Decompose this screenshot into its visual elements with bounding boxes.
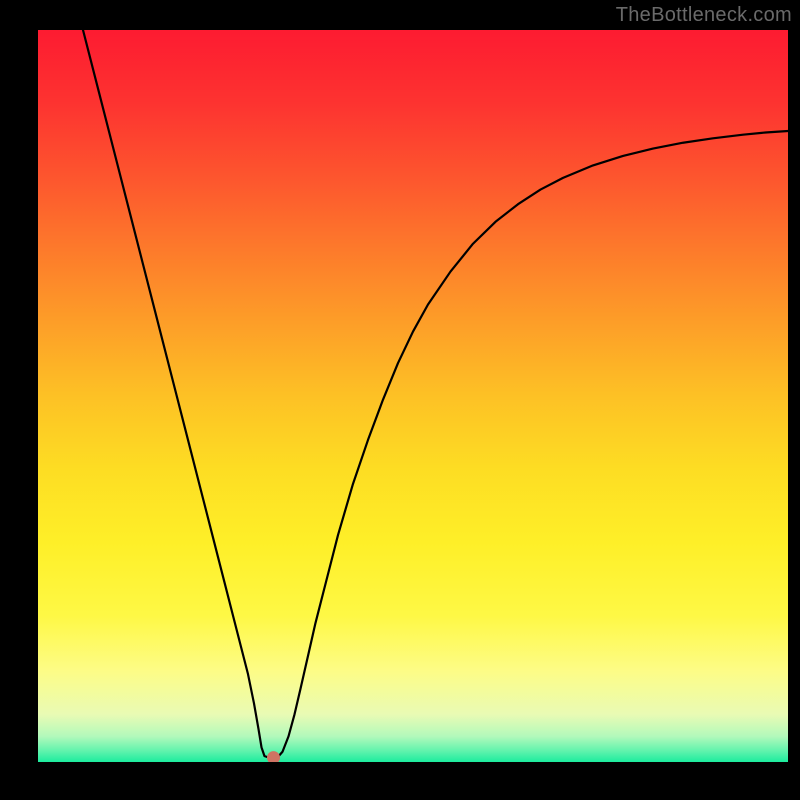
gradient-background — [38, 30, 788, 762]
chart-container: TheBottleneck.com — [0, 0, 800, 800]
plot-area — [38, 30, 788, 762]
plot-svg — [38, 30, 788, 762]
watermark-text: TheBottleneck.com — [616, 4, 792, 27]
